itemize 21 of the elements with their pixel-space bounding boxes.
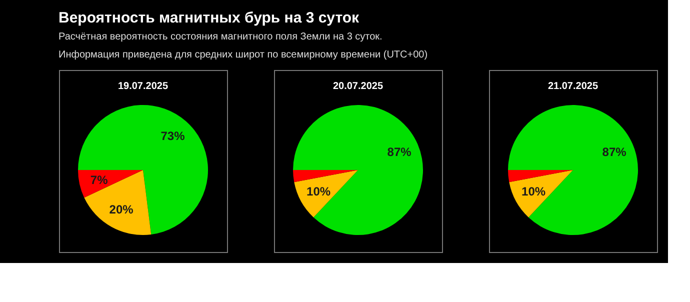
pie-slice — [293, 170, 358, 182]
pie-slice — [508, 105, 638, 235]
pie-slice — [78, 170, 143, 198]
pie-slice — [294, 170, 358, 218]
data-label: 73% — [160, 129, 186, 144]
text: 20.07.2025 — [332, 81, 384, 92]
pie-slice — [78, 105, 208, 234]
pie-slice — [293, 105, 423, 235]
data-label: 87% — [387, 145, 412, 160]
pie-slice — [84, 170, 152, 235]
text: Расчётная вероятность состояния магнитного поля Земли на 3 суток. Информация приведена для средних широт по всемирному времени (UTC+00) — [58, 32, 428, 60]
chart-title: Вероятность магнитных бурь на 3 суток — [58, 10, 360, 26]
pie-slice — [509, 170, 573, 218]
data-label: 10% — [522, 184, 546, 199]
data-label: 87% — [602, 145, 627, 160]
data-label: 10% — [306, 184, 331, 199]
data-label: 20% — [109, 202, 134, 216]
data-label: 7% — [90, 172, 108, 187]
text: 21.07.2025 — [548, 81, 598, 92]
text: 19.07.2025 — [118, 81, 168, 92]
pie-slice — [508, 170, 573, 182]
